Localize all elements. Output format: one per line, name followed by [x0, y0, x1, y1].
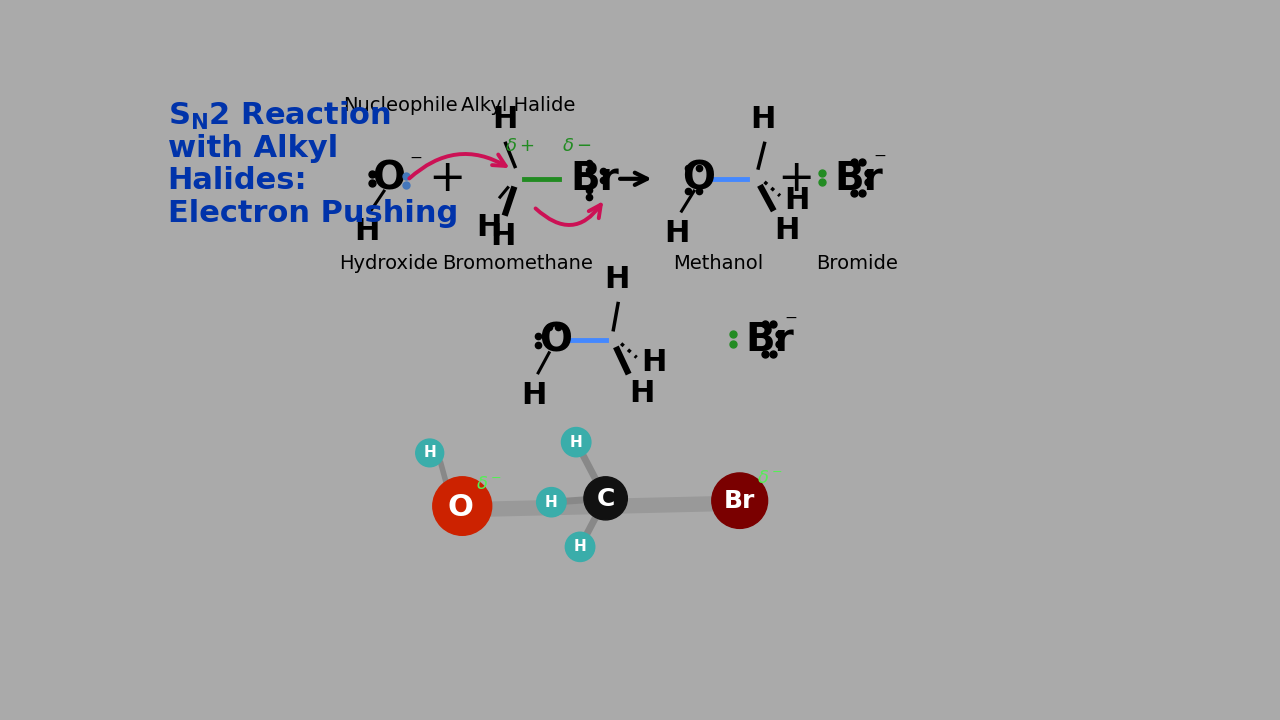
- Text: H: H: [628, 379, 654, 408]
- Text: $\delta^-$: $\delta^-$: [476, 475, 502, 493]
- Text: O: O: [372, 160, 406, 198]
- FancyArrowPatch shape: [410, 154, 506, 179]
- Text: $^{-}$: $^{-}$: [873, 152, 887, 172]
- Text: H: H: [664, 219, 690, 248]
- Text: $^{-}$: $^{-}$: [408, 153, 422, 174]
- Text: H: H: [521, 381, 547, 410]
- Text: Hydroxide: Hydroxide: [339, 254, 438, 274]
- Circle shape: [433, 477, 492, 535]
- Text: H: H: [785, 186, 810, 215]
- Text: $\delta-$: $\delta-$: [562, 138, 591, 156]
- Text: O: O: [539, 322, 572, 359]
- Text: O: O: [682, 160, 716, 198]
- Circle shape: [536, 487, 566, 517]
- Text: H: H: [641, 348, 667, 377]
- Text: Halides:: Halides:: [168, 166, 307, 195]
- Text: Alkyl Halide: Alkyl Halide: [461, 96, 575, 114]
- Text: Nucleophile: Nucleophile: [343, 96, 457, 114]
- Text: Br: Br: [724, 490, 755, 513]
- Text: +: +: [428, 157, 466, 200]
- Text: Br: Br: [571, 160, 620, 198]
- Text: Bromide: Bromide: [817, 254, 899, 274]
- Text: H: H: [570, 435, 582, 449]
- Text: Methanol: Methanol: [673, 254, 763, 274]
- Text: H: H: [493, 105, 517, 134]
- Text: H: H: [573, 539, 586, 554]
- Circle shape: [416, 439, 444, 467]
- Text: H: H: [476, 212, 502, 242]
- Text: Br: Br: [745, 322, 794, 359]
- Text: H: H: [545, 495, 558, 510]
- Text: H: H: [774, 216, 799, 245]
- Text: H: H: [355, 217, 380, 246]
- Text: H: H: [750, 105, 776, 134]
- Text: Br: Br: [835, 160, 883, 198]
- Text: H: H: [424, 446, 436, 460]
- Text: with Alkyl: with Alkyl: [168, 134, 338, 163]
- Circle shape: [562, 428, 591, 456]
- Text: Electron Pushing: Electron Pushing: [168, 199, 458, 228]
- Text: C: C: [598, 487, 616, 511]
- FancyArrowPatch shape: [535, 204, 600, 225]
- Text: $\delta+$: $\delta+$: [504, 138, 535, 156]
- Circle shape: [566, 532, 595, 562]
- Text: H: H: [604, 265, 630, 294]
- Text: O: O: [448, 493, 474, 522]
- Text: $^{-}$: $^{-}$: [783, 313, 797, 333]
- Text: $\mathbf{S_N2}$ Reaction: $\mathbf{S_N2}$ Reaction: [168, 100, 390, 132]
- Circle shape: [712, 473, 768, 528]
- Text: $\delta^-$: $\delta^-$: [756, 469, 782, 487]
- Circle shape: [584, 477, 627, 520]
- Text: +: +: [777, 157, 814, 200]
- Text: H: H: [490, 222, 516, 251]
- Text: Bromomethane: Bromomethane: [443, 254, 594, 274]
